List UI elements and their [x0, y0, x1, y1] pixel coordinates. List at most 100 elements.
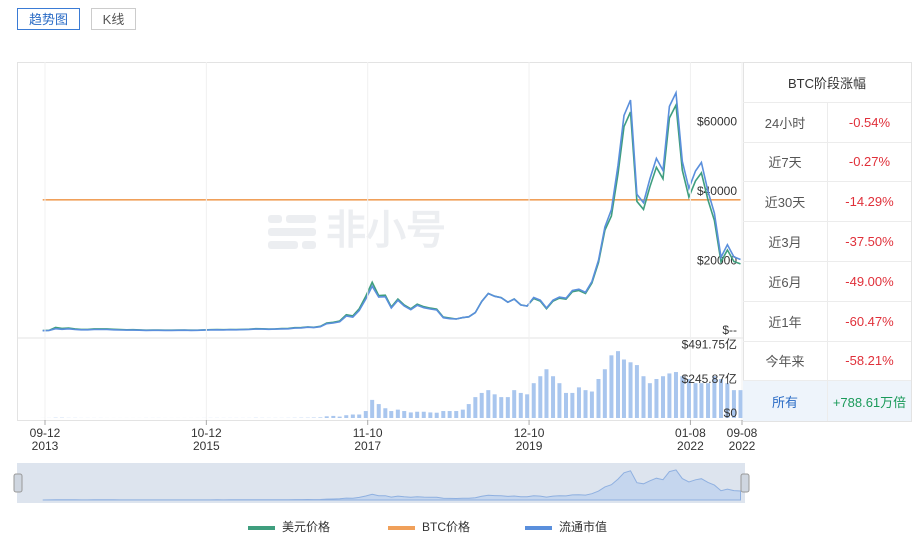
period-label: 所有	[743, 381, 828, 422]
bar	[441, 411, 446, 418]
period-label: 近7天	[743, 142, 828, 182]
change-value: -58.21%	[845, 353, 894, 369]
y-tick-label: $0	[724, 406, 738, 420]
plot-frame	[17, 62, 744, 421]
bar	[357, 414, 362, 418]
bar	[706, 383, 711, 418]
legend-item[interactable]: 流通市值	[525, 519, 607, 534]
period-label: 近30天	[743, 182, 828, 222]
bar	[576, 387, 581, 418]
legend-label: 美元价格	[282, 519, 330, 534]
y-tick-label: $60000	[697, 115, 737, 129]
bar	[331, 415, 336, 418]
y-tick-label: $491.75亿	[682, 337, 737, 352]
bar	[324, 416, 329, 418]
bar	[428, 412, 433, 418]
legend-item[interactable]: 美元价格	[248, 519, 330, 534]
period-label: 近3月	[743, 222, 828, 261]
y-tick-label: $--	[722, 323, 737, 337]
change-value: -37.50%	[845, 234, 894, 250]
bar	[731, 390, 736, 418]
bar	[628, 362, 633, 418]
bar	[551, 376, 556, 418]
bar	[337, 416, 342, 418]
bar	[492, 394, 497, 418]
tab[interactable]: K线	[91, 8, 136, 30]
bar	[460, 409, 465, 418]
bar	[538, 376, 543, 418]
table-row: 近6月 -49.00%	[743, 261, 911, 302]
legend-label: BTC价格	[422, 519, 470, 534]
bar	[512, 390, 517, 418]
series-line	[42, 89, 741, 332]
bar	[402, 411, 407, 418]
bar	[693, 383, 698, 418]
bar	[318, 417, 323, 418]
bar	[376, 404, 381, 418]
bar	[421, 411, 426, 418]
legend-item[interactable]: BTC价格	[388, 519, 470, 534]
bar	[616, 351, 621, 418]
bar	[680, 376, 685, 418]
bar	[544, 369, 549, 418]
bar	[479, 392, 484, 418]
watermark-logo	[268, 215, 316, 249]
navigator-area	[42, 469, 741, 501]
tab[interactable]: 趋势图	[17, 8, 80, 30]
bar	[505, 397, 510, 418]
bar	[370, 399, 375, 418]
bar	[408, 412, 413, 418]
bar	[596, 379, 601, 418]
legend-swatch	[388, 526, 415, 530]
change-value: -60.47%	[845, 313, 894, 329]
bar	[434, 412, 439, 418]
change-value: +788.61万倍	[832, 394, 907, 410]
bar	[699, 383, 704, 418]
table-row: 近30天 -14.29%	[743, 182, 911, 223]
bar	[621, 359, 626, 418]
bar	[718, 379, 723, 418]
change-value: -14.29%	[845, 194, 894, 210]
x-tick-label: 11-10 2017	[352, 426, 383, 453]
y-tick-label: $40000	[697, 184, 737, 198]
bar	[563, 392, 568, 418]
bar	[350, 414, 355, 418]
change-value: -49.00%	[845, 273, 894, 289]
legend-swatch	[248, 526, 275, 530]
bar	[673, 372, 678, 418]
bar	[609, 355, 614, 418]
table-title: BTC阶段涨幅	[743, 63, 911, 103]
table-row: 近7天 -0.27%	[743, 142, 911, 183]
bar	[667, 373, 672, 418]
legend-label: 流通市值	[559, 519, 607, 534]
bar	[654, 379, 659, 418]
bar	[583, 390, 588, 418]
navigator-handle[interactable]	[13, 473, 23, 493]
table-row: 所有 +788.61万倍	[743, 381, 911, 422]
bar	[415, 411, 420, 418]
bar	[525, 394, 530, 418]
bar	[712, 376, 717, 418]
x-tick-label: 09-12 2013	[29, 426, 61, 453]
x-tick-label: 10-12 2015	[190, 426, 222, 453]
y-tick-label: $20000	[697, 254, 737, 268]
table-row: 24小时 -0.54%	[743, 102, 911, 143]
bar	[634, 365, 639, 418]
bar	[661, 376, 666, 418]
bar	[486, 390, 491, 418]
bar	[738, 390, 743, 418]
x-tick-label: 01-08 2022	[675, 426, 706, 453]
bar	[531, 383, 536, 418]
x-tick-label: 12-10 2019	[513, 426, 545, 453]
navigator-handle[interactable]	[740, 473, 750, 493]
x-tick-label: 09-08 2022	[726, 426, 758, 453]
bar	[383, 408, 388, 418]
bar	[389, 411, 394, 418]
period-label: 近1年	[743, 301, 828, 341]
change-value: -0.54%	[848, 114, 891, 130]
table-row: 今年来 -58.21%	[743, 341, 911, 382]
bar	[647, 383, 652, 418]
bar	[557, 383, 562, 418]
table-row: 近3月 -37.50%	[743, 222, 911, 262]
